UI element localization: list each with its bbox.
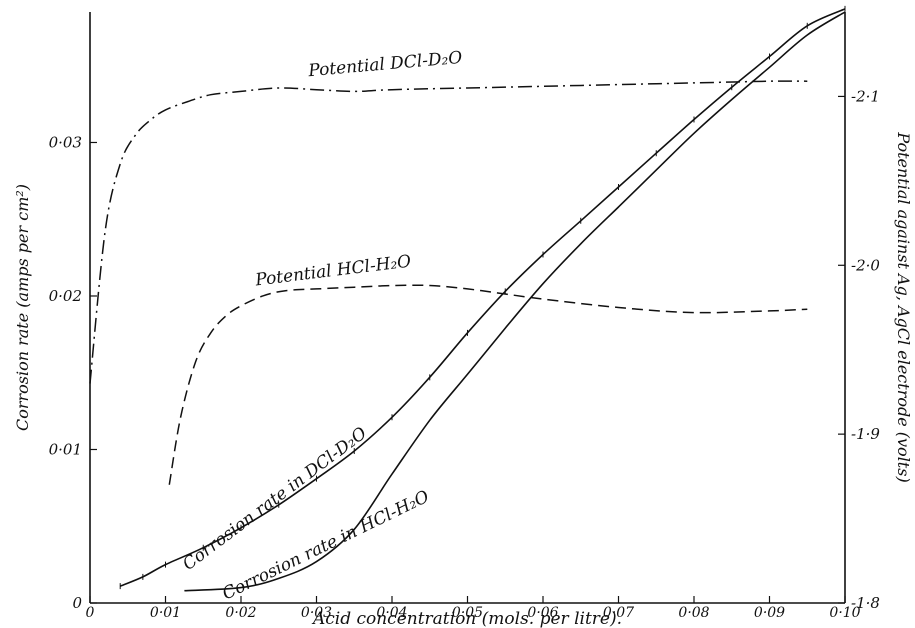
y-left-tick-label: 0·02: [49, 287, 82, 305]
y-left-tick-label: 0·03: [49, 133, 82, 151]
y-right-tick-label: -1·9: [851, 425, 880, 443]
y-left-tick-label: 0: [72, 594, 82, 612]
series-line-2: [168, 284, 808, 485]
x-tick-label: 0·01: [150, 605, 181, 621]
series-line-1: [89, 80, 808, 384]
x-tick-label: 0·06: [527, 605, 558, 621]
x-tick-label: 0·03: [301, 605, 332, 621]
series-line-4: [184, 11, 846, 592]
curve-annotation: Potential HCl-H₂O: [253, 252, 412, 291]
axes: [89, 12, 846, 604]
x-tick-label: 0·04: [376, 605, 407, 621]
x-axis-title: Acid concentration (mols. per litre).: [311, 609, 622, 628]
series-layer: [89, 5, 846, 592]
x-tick-label: 0·05: [452, 605, 483, 621]
x-tick-label: 0·07: [603, 605, 634, 621]
y-left-tick-label: 0·01: [49, 440, 82, 458]
x-tick-label: 0·09: [754, 605, 785, 621]
y-right-tick-label: -1·8: [851, 594, 880, 612]
x-tick-label: 0: [86, 605, 95, 621]
curve-annotation: Potential DCl-D₂O: [307, 48, 463, 81]
y-right-tick-label: -2·0: [851, 256, 880, 274]
curve-annotation: Corrosion rate in DCl-D₂O: [179, 423, 371, 574]
y-left-axis-title: Corrosion rate (amps per cm²): [13, 184, 32, 431]
x-tick-label: 0·10: [829, 605, 860, 621]
y-right-axis-title: Potential against Ag, AgCl electrode (vo…: [894, 131, 913, 482]
x-tick-label: 0·02: [225, 605, 256, 621]
y-right-tick-label: -2·1: [851, 87, 880, 105]
x-tick-label: 0·08: [678, 605, 709, 621]
